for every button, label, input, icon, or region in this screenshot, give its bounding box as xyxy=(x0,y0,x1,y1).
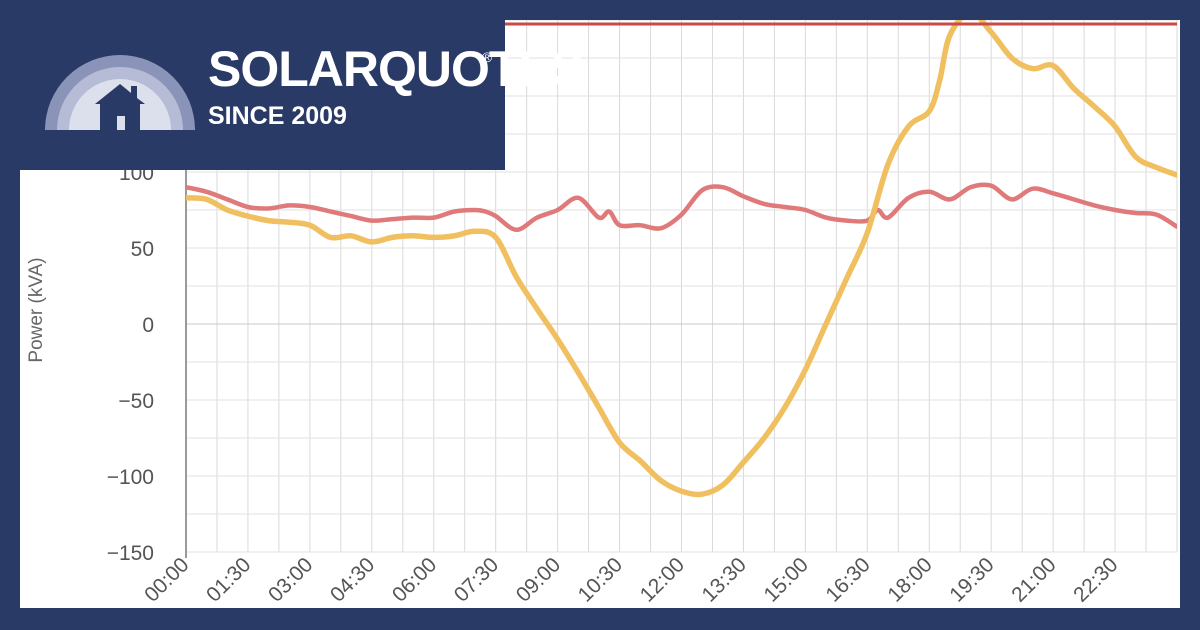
series-line-yellow xyxy=(186,20,1177,498)
x-tick-label: 12:00 xyxy=(636,553,689,606)
x-tick-label: 19:30 xyxy=(945,553,998,606)
y-tick-label: −50 xyxy=(118,390,154,413)
y-tick-label: 50 xyxy=(131,238,154,261)
x-tick-label: 22:30 xyxy=(1069,553,1122,606)
x-tick-label: 04:30 xyxy=(326,553,379,606)
x-tick-label: 15:00 xyxy=(759,553,812,606)
x-tick-label: 07:30 xyxy=(450,553,503,606)
x-tick-label: 13:30 xyxy=(698,553,751,606)
x-tick-label: 03:00 xyxy=(264,553,317,606)
x-tick-label: 10:30 xyxy=(574,553,627,606)
brand-box: SOLARQUOTES ® SINCE 2009 xyxy=(0,0,584,170)
y-tick-label: −100 xyxy=(107,466,154,489)
power-chart: −150−100−5005010015000:0001:3003:0004:30… xyxy=(26,20,1178,607)
brand-name: SOLARQUOTES xyxy=(208,41,584,97)
series-line-red xyxy=(186,182,1177,233)
x-tick-label: 01:30 xyxy=(202,553,255,606)
x-tick-label: 16:30 xyxy=(821,553,874,606)
brand-tagline: SINCE 2009 xyxy=(208,102,347,130)
x-tick-label: 06:00 xyxy=(388,553,441,606)
series-lines xyxy=(186,20,1177,498)
registered-mark: ® xyxy=(482,49,493,65)
y-axis-label: Power (kVA) xyxy=(26,257,47,362)
y-tick-label: 0 xyxy=(142,314,154,337)
y-tick-label: −150 xyxy=(107,542,154,565)
house-with-sun-arc-icon xyxy=(45,55,195,130)
x-tick-label: 21:00 xyxy=(1007,553,1060,606)
x-tick-label: 09:00 xyxy=(512,553,565,606)
x-tick-label: 18:00 xyxy=(883,553,936,606)
